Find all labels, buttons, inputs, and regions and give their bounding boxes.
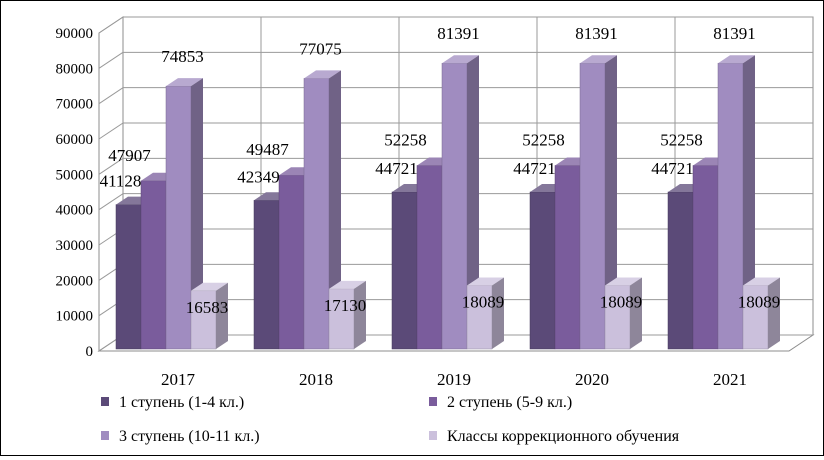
bar bbox=[115, 204, 142, 350]
legend-swatch bbox=[101, 397, 109, 406]
x-tick-label: 2018 bbox=[299, 370, 333, 389]
bar-side bbox=[743, 55, 755, 350]
data-label: 52258 bbox=[522, 131, 565, 150]
data-label: 17130 bbox=[324, 296, 367, 315]
bar bbox=[391, 191, 418, 350]
bar bbox=[441, 62, 468, 350]
data-label: 18089 bbox=[462, 292, 505, 311]
bar-top bbox=[580, 55, 617, 64]
x-tick-label: 2017 bbox=[161, 370, 196, 389]
bar bbox=[692, 165, 719, 350]
gridline-side bbox=[98, 122, 124, 140]
bar-side bbox=[467, 55, 479, 350]
bar-top bbox=[467, 277, 504, 286]
y-tick-label: 70000 bbox=[56, 97, 94, 113]
bar bbox=[328, 288, 355, 350]
bar-side bbox=[630, 277, 642, 349]
gridline-side bbox=[98, 51, 124, 69]
bar bbox=[742, 285, 769, 350]
legend-swatch bbox=[429, 431, 437, 440]
data-label: 18089 bbox=[738, 292, 781, 311]
bar-side bbox=[605, 55, 617, 350]
bar bbox=[604, 285, 631, 350]
bar bbox=[466, 285, 493, 350]
bar bbox=[253, 200, 280, 350]
data-label: 52258 bbox=[660, 131, 703, 150]
bar-top bbox=[191, 282, 228, 291]
data-label: 44721 bbox=[375, 159, 418, 178]
legend-swatch bbox=[429, 397, 437, 406]
y-tick-label: 90000 bbox=[56, 26, 94, 42]
y-tick-label: 50000 bbox=[56, 167, 94, 183]
gridline-side bbox=[98, 87, 124, 105]
bar bbox=[667, 191, 694, 350]
gridline-side bbox=[98, 16, 124, 34]
y-tick-label: 30000 bbox=[56, 238, 94, 254]
bar-side bbox=[492, 277, 504, 349]
data-label: 81391 bbox=[713, 24, 756, 43]
bar-side bbox=[191, 78, 203, 349]
data-label: 81391 bbox=[437, 24, 480, 43]
bar-top bbox=[329, 280, 366, 289]
y-tick-label: 20000 bbox=[56, 273, 94, 289]
bar-top bbox=[605, 277, 642, 286]
bar-top bbox=[442, 55, 479, 64]
bar-top bbox=[718, 55, 755, 64]
bar-side bbox=[329, 70, 341, 350]
bar bbox=[416, 165, 443, 350]
bar bbox=[554, 165, 581, 350]
y-tick-label: 60000 bbox=[56, 132, 94, 148]
bar bbox=[278, 174, 305, 350]
gridline-side bbox=[98, 193, 124, 211]
data-label: 52258 bbox=[384, 131, 427, 150]
data-label: 77075 bbox=[299, 39, 342, 58]
bar-side bbox=[768, 277, 780, 349]
bar-side bbox=[216, 282, 228, 349]
legend-label: Классы коррекционного обучения bbox=[447, 428, 680, 445]
legend-label: 2 ступень (5-9 кл.) bbox=[447, 394, 572, 411]
legend-label: 3 ступень (10-11 кл.) bbox=[119, 428, 260, 445]
data-label: 18089 bbox=[600, 292, 643, 311]
data-label: 44721 bbox=[651, 159, 694, 178]
x-tick-label: 2020 bbox=[575, 370, 609, 389]
bar-side bbox=[354, 280, 366, 349]
y-tick-label: 80000 bbox=[56, 61, 94, 77]
legend-label: 1 ступень (1-4 кл.) bbox=[119, 394, 244, 411]
y-tick-label: 10000 bbox=[56, 309, 94, 325]
bar bbox=[717, 62, 744, 350]
x-tick-label: 2021 bbox=[713, 370, 747, 389]
gridline-side bbox=[98, 157, 124, 175]
data-label: 41128 bbox=[100, 172, 142, 191]
bar-top bbox=[304, 70, 341, 79]
bar bbox=[190, 290, 217, 350]
bar-top bbox=[166, 78, 203, 87]
data-label: 42349 bbox=[237, 167, 280, 186]
x-tick-label: 2019 bbox=[437, 370, 471, 389]
bar bbox=[140, 180, 167, 350]
data-label: 74853 bbox=[161, 47, 204, 66]
legend-swatch bbox=[101, 431, 109, 440]
data-label: 49487 bbox=[246, 140, 289, 159]
bar bbox=[165, 85, 192, 350]
data-label: 16583 bbox=[186, 298, 229, 317]
data-label: 47907 bbox=[108, 146, 151, 165]
bar bbox=[529, 191, 556, 350]
data-label: 81391 bbox=[575, 24, 618, 43]
data-label: 44721 bbox=[513, 159, 556, 178]
bar bbox=[579, 62, 606, 350]
y-tick-label: 40000 bbox=[56, 203, 94, 219]
bar-top bbox=[743, 277, 780, 286]
bar bbox=[303, 78, 330, 350]
y-tick-label: 0 bbox=[86, 344, 94, 360]
